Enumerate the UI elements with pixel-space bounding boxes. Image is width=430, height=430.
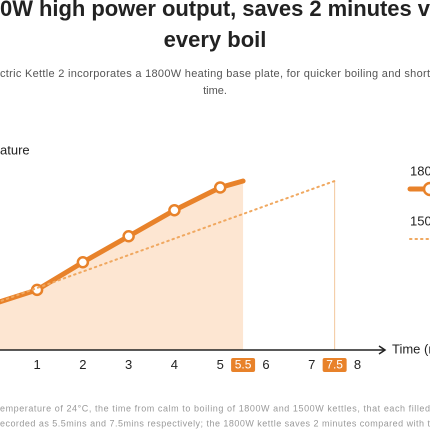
x-axis-arrow bbox=[378, 345, 387, 355]
legend-label: 150 bbox=[410, 213, 430, 228]
legend-label: 180 bbox=[410, 163, 430, 178]
legend-marker bbox=[422, 181, 430, 197]
y-axis-label: ature bbox=[0, 142, 30, 157]
point bbox=[213, 181, 227, 194]
point bbox=[122, 230, 135, 243]
x-tick-highlight bbox=[231, 358, 256, 372]
footnote-line: ecorded as 5.5mins and 7.5mins respectiv… bbox=[0, 418, 430, 428]
x-axis-label: Time (r bbox=[392, 341, 430, 356]
subtitle-line: time. bbox=[203, 85, 227, 97]
subtitle-line: ctric Kettle 2 incorporates a 1800W heat… bbox=[0, 68, 430, 80]
x-tick-label: 7 bbox=[308, 357, 315, 372]
x-tick-label: 5.5 bbox=[235, 358, 252, 372]
x-tick-label: 8 bbox=[354, 357, 361, 372]
title-line: 0W high power output, saves 2 minutes v bbox=[0, 0, 430, 21]
x-tick-label: 1 bbox=[33, 357, 40, 372]
x-tick-label: 3 bbox=[125, 357, 132, 372]
title-line: every boil bbox=[164, 27, 267, 52]
area bbox=[0, 181, 244, 350]
series-line bbox=[0, 180, 336, 303]
x-tick-label: 6 bbox=[262, 357, 269, 372]
x-tick-label: 7.5 bbox=[326, 358, 343, 372]
point bbox=[168, 204, 181, 217]
x-tick-label: 5 bbox=[217, 357, 224, 372]
x-tick-label: 4 bbox=[171, 357, 178, 372]
footnote-line: emperature of 24°C, the time from calm t… bbox=[0, 403, 430, 413]
x-tick-label: 2 bbox=[79, 357, 86, 372]
point bbox=[76, 256, 90, 269]
x-tick-highlight bbox=[322, 358, 347, 372]
